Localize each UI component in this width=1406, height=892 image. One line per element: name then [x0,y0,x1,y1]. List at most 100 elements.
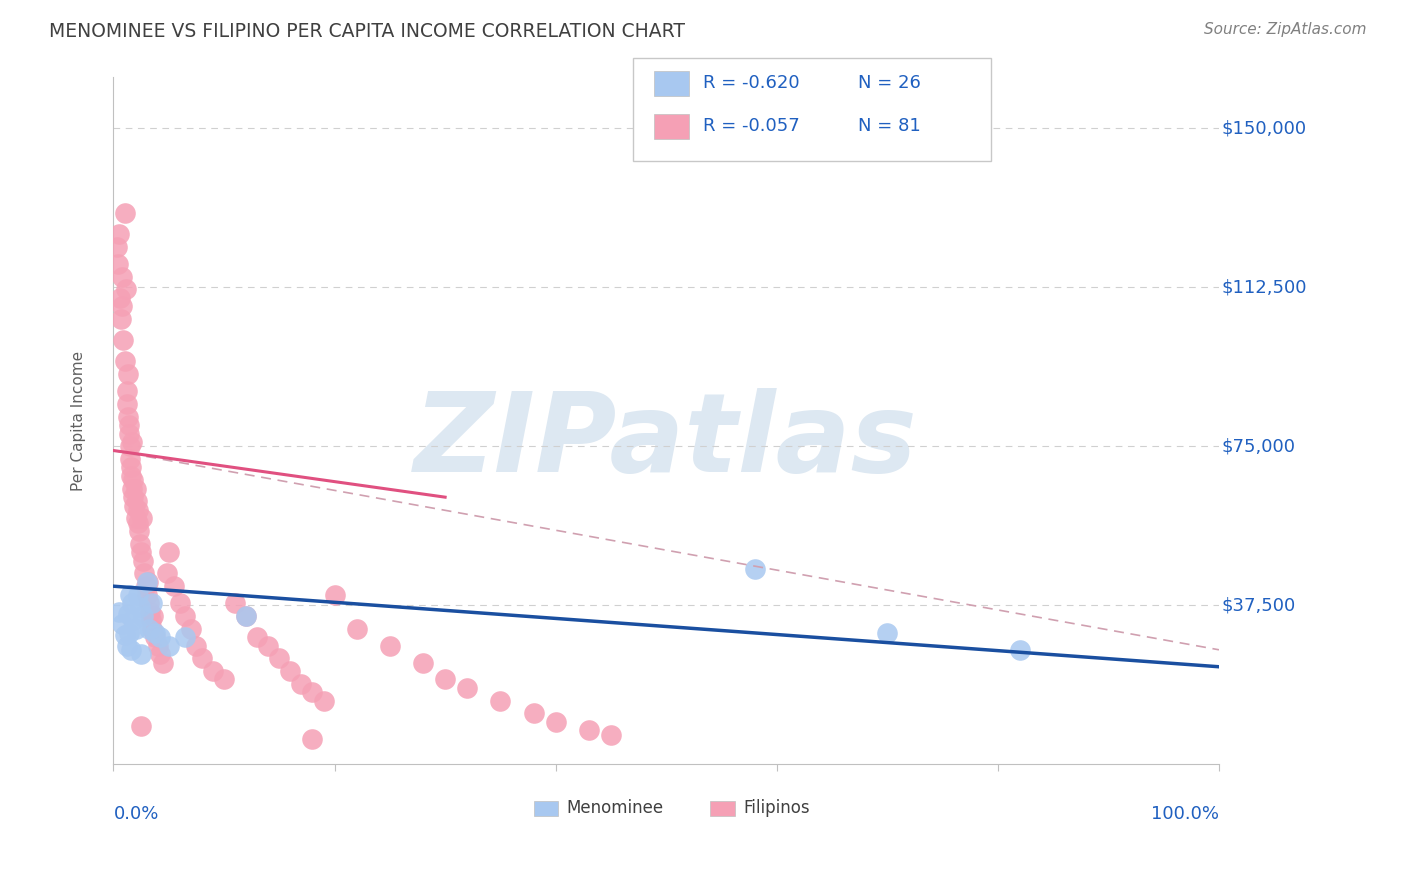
Point [1008,642,1031,657]
Point [134,566,156,581]
Point [105,240,128,254]
Point [117,607,139,621]
Point [489,694,512,708]
Point [108,605,131,619]
Point [129,600,152,615]
Point [145,625,167,640]
Bar [710,801,735,816]
Point [157,545,180,559]
Point [301,731,323,746]
Point [114,628,136,642]
Point [122,490,145,504]
Text: Filipinos: Filipinos [744,799,810,817]
Point [135,574,157,589]
Point [141,596,163,610]
Point [114,206,136,220]
Point [235,608,257,623]
Point [124,511,146,525]
Point [600,728,623,742]
Point [112,334,135,348]
Text: MENOMINEE VS FILIPINO PER CAPITA INCOME CORRELATION CHART: MENOMINEE VS FILIPINO PER CAPITA INCOME … [49,22,685,41]
Point [163,579,186,593]
Point [145,630,167,644]
Point [876,625,898,640]
Point [138,622,160,636]
Point [124,499,146,513]
Point [312,694,335,708]
Point [269,651,291,665]
Text: R = -0.057: R = -0.057 [703,117,800,135]
Point [139,605,162,619]
Text: Menominee: Menominee [567,799,664,817]
Point [111,299,134,313]
Point [280,664,302,678]
Point [135,588,157,602]
Text: $37,500: $37,500 [1222,596,1295,615]
Text: Per Capita Income: Per Capita Income [70,351,86,491]
Point [139,613,162,627]
Point [257,639,280,653]
Point [135,579,157,593]
Point [224,596,246,610]
Point [108,227,131,242]
Point [323,588,346,602]
Point [128,524,150,538]
Point [111,269,134,284]
Point [129,647,152,661]
Point [235,608,257,623]
Text: 100.0%: 100.0% [1152,805,1219,823]
Point [412,656,434,670]
Point [118,625,141,640]
Point [744,562,766,576]
Point [155,566,177,581]
Point [115,639,138,653]
Point [120,588,142,602]
Point [169,596,191,610]
Point [122,613,145,627]
Point [186,639,208,653]
Point [110,312,132,326]
Text: $150,000: $150,000 [1222,120,1306,137]
Point [212,673,235,687]
Point [174,608,197,623]
Point [522,706,544,721]
Point [120,460,142,475]
Point [142,608,165,623]
Point [578,723,600,738]
Point [114,354,136,368]
Point [434,673,457,687]
Point [121,596,143,610]
Text: 0.0%: 0.0% [114,805,159,823]
Text: R = -0.620: R = -0.620 [703,74,800,92]
Point [118,418,141,433]
Point [129,719,152,733]
Point [157,639,180,653]
Point [107,257,129,271]
Text: $75,000: $75,000 [1222,437,1295,455]
Point [146,639,169,653]
Point [108,291,131,305]
Point [346,622,368,636]
Point [290,676,312,690]
Point [111,617,134,632]
Point [191,651,214,665]
Text: ZIPatlas: ZIPatlas [415,388,918,495]
Point [114,282,136,296]
Point [136,574,159,589]
Text: Source: ZipAtlas.com: Source: ZipAtlas.com [1204,22,1367,37]
Point [456,681,478,695]
Point [246,630,269,644]
Point [118,426,141,441]
Point [124,622,146,636]
Point [378,639,401,653]
Point [127,503,149,517]
Point [152,656,174,670]
Point [301,685,323,699]
Point [120,452,142,467]
Point [180,622,202,636]
Text: N = 81: N = 81 [858,117,921,135]
Point [132,608,155,623]
Point [174,630,197,644]
Point [129,545,152,559]
Point [544,714,567,729]
